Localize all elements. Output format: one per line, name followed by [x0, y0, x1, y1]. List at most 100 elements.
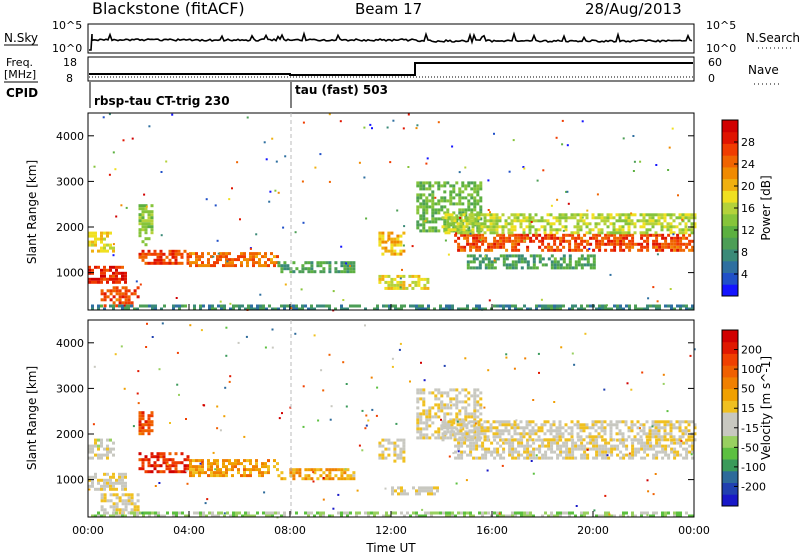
heatmap-cell-1235 — [573, 225, 577, 229]
heatmap-cell-451 — [384, 286, 388, 290]
heatmap-cell-1435 — [484, 257, 488, 261]
heatmap-cell-1310 — [624, 222, 628, 226]
heatmap-cell-760 — [499, 456, 503, 460]
heatmap-cell-1213 — [552, 423, 556, 427]
heatmap-cell-423 — [390, 243, 394, 247]
heatmap-cell-528 — [422, 217, 426, 221]
heatmap-cell-1636 — [640, 514, 643, 518]
heatmap-cell-1200 — [543, 420, 547, 424]
heatmap-cell-990 — [646, 453, 650, 457]
colorbar-swatch — [722, 249, 738, 262]
heatmap-cell-559 — [431, 205, 435, 209]
heatmap-cell-1691 — [646, 479, 649, 482]
heatmap-cell-490 — [416, 415, 420, 419]
heatmap-cell-1206 — [546, 438, 550, 442]
heatmap-cell-1207 — [549, 423, 553, 427]
colorbar-swatch — [722, 131, 738, 144]
heatmap-cell-771 — [508, 453, 512, 457]
colorbar-swatch — [722, 412, 738, 425]
heatmap-cell-1006 — [670, 245, 674, 249]
heatmap-cell-1364 — [660, 228, 664, 232]
heatmap-cell-158 — [153, 258, 157, 262]
heatmap-cell-1806 — [689, 354, 692, 357]
heatmap-cell-1309 — [624, 219, 628, 223]
heatmap-cell-195 — [186, 255, 190, 259]
heatmap-cell-22 — [106, 478, 109, 482]
heatmap-cell-989 — [646, 447, 650, 451]
heatmap-cell-828 — [535, 233, 539, 237]
heatmap-cell-999 — [664, 245, 668, 249]
heatmap-cell-817 — [538, 444, 542, 448]
heatmap-cell-1205 — [549, 222, 553, 226]
heatmap-cell-320 — [276, 462, 279, 466]
heatmap-cell-1667 — [400, 304, 403, 308]
heatmap-cell-1165 — [516, 219, 520, 223]
heatmap-cell-1614 — [580, 511, 583, 515]
heatmap-cell-830 — [544, 456, 548, 460]
heatmap-cell-1088 — [465, 426, 469, 430]
heatmap-cell-870 — [568, 245, 572, 249]
heatmap-cell-1337 — [648, 426, 652, 430]
heatmap-cell-1063 — [456, 228, 460, 232]
heatmap-cell-318 — [273, 459, 276, 463]
heatmap-cell-582 — [437, 217, 441, 221]
heatmap-cell-799 — [511, 239, 515, 243]
heatmap-cell-1192 — [537, 219, 541, 223]
heatmap-cell-883 — [577, 438, 581, 442]
heatmap-cell-832 — [547, 441, 551, 445]
heatmap-cell-774 — [493, 236, 497, 240]
nave-tick-top: 60 — [708, 56, 722, 69]
heatmap-cell-1673 — [415, 307, 418, 311]
heatmap-cell-1811 — [426, 157, 429, 160]
heatmap-cell-1462 — [202, 511, 205, 515]
heatmap-cell-263 — [222, 474, 225, 478]
heatmap-cell-1098 — [471, 438, 475, 442]
heatmap-cell-1004 — [658, 441, 662, 445]
heatmap-cell-1812 — [88, 488, 91, 491]
heatmap-cell-1652 — [352, 304, 355, 308]
heatmap-cell-153 — [147, 458, 151, 462]
heatmap-cell-130 — [103, 243, 106, 247]
heatmap-cell-164 — [153, 467, 157, 471]
heatmap-cell-958 — [631, 245, 635, 249]
heatmap-cell-1128 — [492, 435, 496, 439]
heatmap-cell-1569 — [472, 514, 475, 518]
heatmap-cell-414 — [384, 246, 388, 250]
heatmap-cell-726 — [475, 441, 479, 445]
heatmap-cell-1615 — [262, 304, 265, 308]
heatmap-cell-1599 — [232, 304, 235, 308]
heatmap-cell-1855 — [581, 216, 584, 219]
heatmap-cell-680 — [470, 196, 474, 200]
heatmap-cell-1677 — [450, 404, 452, 407]
heatmap-cell-1856 — [415, 127, 418, 130]
heatmap-cell-1068 — [459, 222, 463, 226]
heatmap-cell-678 — [476, 400, 480, 404]
heatmap-cell-1506 — [313, 514, 316, 518]
heatmap-cell-12 — [97, 487, 100, 491]
heatmap-cell-1566 — [139, 304, 142, 308]
heatmap-cell-1581 — [181, 304, 184, 308]
heatmap-cell-431 — [393, 444, 397, 448]
heatmap-cell-1358 — [657, 435, 661, 439]
heatmap-cell-593 — [449, 406, 453, 410]
heatmap-cell-142 — [138, 252, 142, 256]
heatmap-cell-975 — [646, 248, 650, 252]
heatmap-cell-62 — [106, 289, 110, 293]
heatmap-cell-966 — [631, 453, 635, 457]
heatmap-cell-1328 — [639, 429, 643, 433]
heatmap-cell-1928 — [358, 161, 361, 164]
heatmap-cell-1299 — [615, 426, 619, 430]
heatmap-cell-1788 — [535, 454, 538, 457]
heatmap-cell-487 — [416, 400, 420, 404]
heatmap-cell-1062 — [447, 423, 451, 427]
heatmap-cell-308 — [301, 264, 305, 268]
heatmap-cell-903 — [595, 242, 599, 246]
heatmap-cell-514 — [422, 412, 426, 416]
heatmap-cell-365 — [138, 234, 142, 238]
heatmap-cell-791 — [502, 245, 506, 249]
heatmap-cell-251 — [240, 252, 243, 256]
heatmap-cell-1876 — [487, 209, 490, 211]
heatmap-cell-1786 — [679, 304, 682, 308]
heatmap-cell-1329 — [639, 225, 643, 229]
heatmap-cell-318 — [310, 267, 314, 271]
